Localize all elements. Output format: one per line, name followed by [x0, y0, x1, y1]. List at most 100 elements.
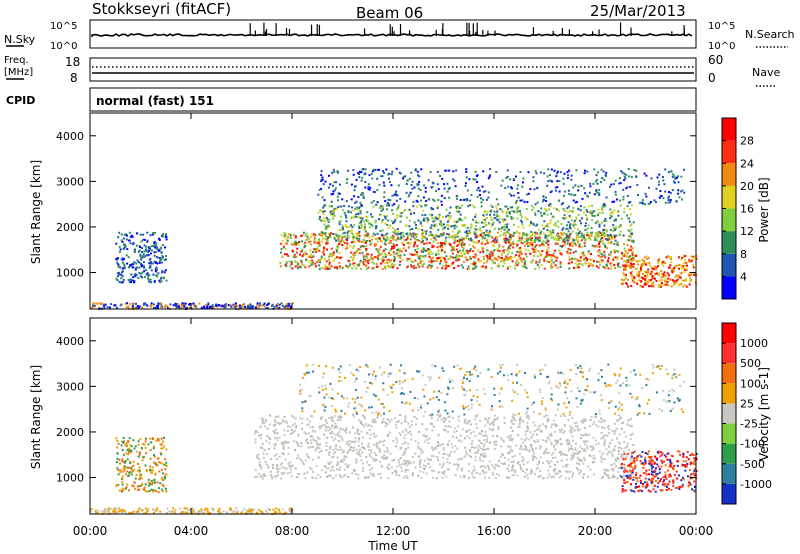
- echo-cell: [325, 216, 328, 219]
- echo-cell: [565, 477, 567, 480]
- echo-cell: [643, 270, 646, 273]
- echo-cell: [292, 243, 295, 246]
- echo-cell: [409, 257, 412, 260]
- echo-cell: [453, 463, 456, 466]
- echo-cell: [475, 415, 478, 418]
- echo-cell: [581, 217, 583, 220]
- echo-cell: [164, 464, 167, 467]
- echo-cell: [536, 244, 539, 247]
- echo-cell: [103, 307, 106, 310]
- echo-cell: [489, 423, 492, 426]
- echo-cell: [607, 474, 609, 477]
- echo-cell: [484, 221, 487, 224]
- echo-cell: [638, 276, 641, 279]
- echo-cell: [363, 173, 366, 176]
- echo-cell: [625, 187, 628, 190]
- echo-cell: [549, 205, 552, 208]
- echo-cell: [493, 261, 496, 264]
- echo-cell: [160, 437, 163, 440]
- echo-cell: [575, 236, 578, 239]
- echo-cell: [595, 245, 598, 248]
- echo-cell: [527, 237, 530, 240]
- echo-cell: [510, 194, 513, 197]
- echo-cell: [354, 207, 357, 210]
- echo-cell: [290, 432, 292, 435]
- echo-cell: [421, 234, 424, 237]
- echo-cell: [683, 191, 686, 194]
- echo-cell: [440, 246, 443, 248]
- echo-cell: [597, 261, 600, 263]
- echo-cell: [572, 194, 575, 197]
- echo-cell: [303, 243, 306, 246]
- echo-cell: [265, 306, 268, 309]
- echo-cell: [362, 262, 365, 265]
- echo-cell: [565, 454, 568, 457]
- echo-cell: [507, 215, 510, 218]
- echo-cell: [605, 228, 608, 231]
- echo-cell: [412, 260, 415, 263]
- echo-cell: [150, 245, 153, 248]
- echo-cell: [510, 215, 513, 218]
- echo-cell: [323, 204, 326, 207]
- echo-cell: [296, 442, 299, 445]
- echo-cell: [425, 204, 428, 207]
- echo-cell: [411, 253, 413, 256]
- echo-cell: [556, 266, 559, 269]
- echo-cell: [530, 230, 533, 233]
- echo-cell: [294, 260, 296, 263]
- echo-cell: [139, 305, 142, 308]
- echo-cell: [511, 234, 514, 237]
- echo-cell: [605, 171, 608, 174]
- echo-cell: [321, 416, 324, 419]
- echo-cell: [257, 457, 260, 460]
- echo-cell: [472, 260, 475, 263]
- echo-cell: [610, 215, 613, 218]
- echo-cell: [370, 213, 372, 216]
- echo-cell: [339, 228, 342, 231]
- echo-cell: [257, 306, 260, 309]
- echo-cell: [355, 213, 358, 216]
- echo-cell: [619, 224, 622, 227]
- echo-cell: [607, 259, 609, 262]
- colorbar-tick-label: 24: [740, 157, 754, 170]
- echo-cell: [313, 248, 316, 250]
- echo-cell: [400, 446, 403, 449]
- echo-cell: [393, 231, 396, 234]
- echo-cell: [164, 473, 167, 476]
- echo-cell: [371, 258, 374, 260]
- echo-cell: [339, 257, 341, 259]
- echo-cell: [684, 262, 687, 265]
- echo-cell: [579, 445, 582, 448]
- echo-cell: [669, 264, 672, 267]
- echo-cell: [645, 271, 648, 274]
- echo-cell: [690, 255, 693, 258]
- echo-cell: [461, 241, 464, 244]
- echo-cell: [610, 464, 613, 467]
- echo-cell: [667, 284, 670, 287]
- echo-cell: [146, 241, 149, 243]
- echo-cell: [576, 456, 579, 459]
- echo-cell: [641, 266, 644, 268]
- echo-cell: [355, 215, 358, 218]
- echo-cell: [517, 225, 520, 228]
- echo-cell: [426, 457, 429, 460]
- echo-cell: [288, 302, 291, 305]
- echo-cell: [434, 446, 437, 449]
- echo-cell: [529, 235, 532, 238]
- echo-cell: [492, 221, 495, 224]
- echo-cell: [585, 209, 588, 211]
- echo-cell: [532, 180, 535, 183]
- echo-cell: [498, 245, 501, 248]
- echo-cell: [424, 230, 426, 233]
- echo-cell: [617, 471, 620, 473]
- echo-cell: [426, 220, 429, 223]
- echo-cell: [396, 267, 399, 270]
- echo-cell: [593, 457, 596, 460]
- echo-cell: [417, 195, 420, 198]
- echo-cell: [162, 244, 164, 247]
- echo-cell: [629, 208, 631, 211]
- echo-cell: [418, 255, 421, 258]
- echo-cell: [510, 420, 513, 423]
- echo-cell: [355, 178, 358, 181]
- echo-cell: [473, 264, 475, 267]
